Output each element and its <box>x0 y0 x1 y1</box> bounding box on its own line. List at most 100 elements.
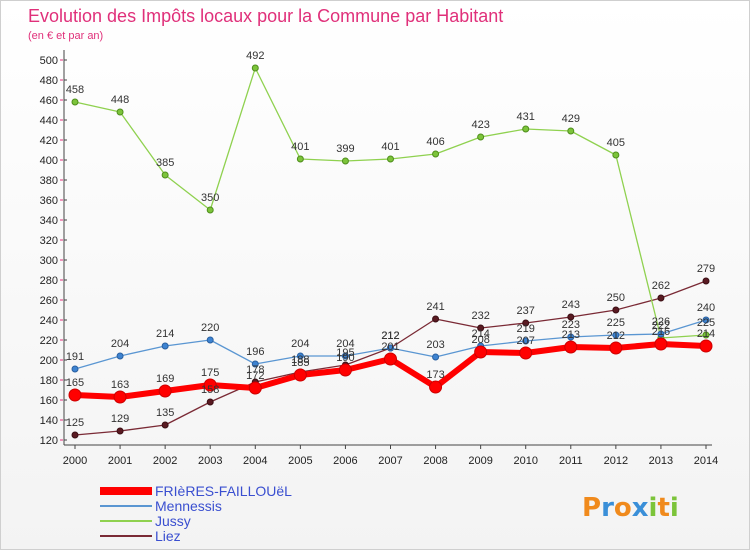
x-tick-label: 2005 <box>288 455 312 467</box>
y-tick-label: 500 <box>40 55 58 67</box>
y-tick-label: 420 <box>40 135 58 147</box>
data-label: 172 <box>246 370 264 382</box>
data-point <box>116 427 124 435</box>
x-tick-label: 2001 <box>108 455 132 467</box>
data-point <box>71 365 79 373</box>
data-label: 208 <box>471 334 489 346</box>
data-point <box>384 352 397 366</box>
y-tick-label: 380 <box>40 175 58 187</box>
data-label: 405 <box>607 137 625 149</box>
data-point <box>338 363 352 377</box>
data-label: 214 <box>697 328 715 340</box>
data-label: 212 <box>381 330 399 342</box>
data-label: 226 <box>652 316 670 328</box>
data-label: 212 <box>381 330 399 342</box>
y-tick-label: 440 <box>40 115 58 127</box>
y-tick-label: 480 <box>40 75 58 87</box>
y-tick-label: 400 <box>40 155 58 167</box>
data-label: 262 <box>652 280 670 292</box>
data-label: 385 <box>156 157 174 169</box>
data-label: 204 <box>111 338 129 350</box>
data-point <box>113 390 127 404</box>
data-label: 214 <box>471 328 489 340</box>
data-label: 178 <box>246 364 264 376</box>
data-point <box>522 319 530 327</box>
legend-label: FRIèRES-FAILLOUëL <box>155 483 292 499</box>
data-point <box>71 431 79 439</box>
data-point <box>71 98 79 106</box>
data-point <box>567 313 575 321</box>
data-point <box>387 344 394 352</box>
data-point <box>161 171 169 179</box>
data-point <box>702 316 710 324</box>
chart-title: Evolution des Impôts locaux pour la Comm… <box>28 6 503 26</box>
y-tick-label: 320 <box>40 235 58 247</box>
data-label: 401 <box>381 141 399 153</box>
x-tick-label: 2007 <box>378 455 402 467</box>
proxiti-logo: Proxiti <box>582 493 679 523</box>
y-tick-label: 280 <box>40 275 58 287</box>
x-tick-label: 2009 <box>468 455 492 467</box>
data-point <box>474 345 488 359</box>
data-label: 190 <box>336 352 354 364</box>
data-label: 406 <box>426 136 444 148</box>
y-tick-label: 220 <box>40 335 58 347</box>
data-label: 204 <box>336 338 354 350</box>
data-point <box>612 151 620 159</box>
data-point <box>657 294 665 302</box>
data-point <box>206 398 214 406</box>
data-label: 204 <box>291 338 309 350</box>
data-point <box>477 133 485 141</box>
data-point <box>248 381 262 395</box>
data-label: 399 <box>336 143 354 155</box>
data-point <box>68 388 82 402</box>
data-label: 219 <box>517 323 535 335</box>
plot-area: 125 129 135 158 178 188 195 212 241 232 237 243 250 2… <box>66 50 715 439</box>
x-tick-label: 2002 <box>153 455 177 467</box>
data-label: 185 <box>291 357 309 369</box>
data-label: 175 <box>201 367 219 379</box>
y-tick-label: 300 <box>40 255 58 267</box>
y-tick-label: 200 <box>40 355 58 367</box>
data-point <box>522 125 530 133</box>
data-point <box>522 337 530 345</box>
x-tick-label: 2012 <box>604 455 628 467</box>
chart-axes: 120 140 160 180 200 220 240 260 280 300 320 340 360 3… <box>40 50 718 467</box>
data-label: 212 <box>607 330 625 342</box>
data-label: 423 <box>471 119 489 131</box>
legend-label: Jussy <box>155 513 191 529</box>
data-label: 401 <box>291 141 309 153</box>
data-label: 223 <box>562 319 580 331</box>
data-label: 225 <box>607 317 625 329</box>
data-point <box>116 108 124 116</box>
data-point <box>296 352 304 360</box>
data-label: 350 <box>201 192 219 204</box>
data-point <box>612 331 620 339</box>
data-point <box>702 277 710 285</box>
data-label: 492 <box>246 50 264 62</box>
data-point <box>161 421 169 429</box>
data-point <box>116 352 124 360</box>
legend-label: Liez <box>155 528 181 544</box>
data-label: 431 <box>517 111 535 123</box>
y-tick-label: 180 <box>40 375 58 387</box>
data-point <box>432 315 440 323</box>
data-point <box>251 360 259 368</box>
data-label: 448 <box>111 94 129 106</box>
data-point <box>702 331 710 339</box>
x-tick-label: 2011 <box>559 455 583 467</box>
data-point <box>567 333 575 341</box>
data-label: 203 <box>426 339 444 351</box>
data-point <box>206 336 214 344</box>
data-label: 216 <box>652 326 670 338</box>
data-label: 250 <box>607 292 625 304</box>
y-tick-label: 360 <box>40 195 58 207</box>
y-tick-label: 460 <box>40 95 58 107</box>
data-point <box>432 150 440 158</box>
data-point <box>657 330 665 338</box>
data-point <box>251 64 259 72</box>
x-tick-label: 2003 <box>198 455 222 467</box>
data-point <box>293 368 307 382</box>
